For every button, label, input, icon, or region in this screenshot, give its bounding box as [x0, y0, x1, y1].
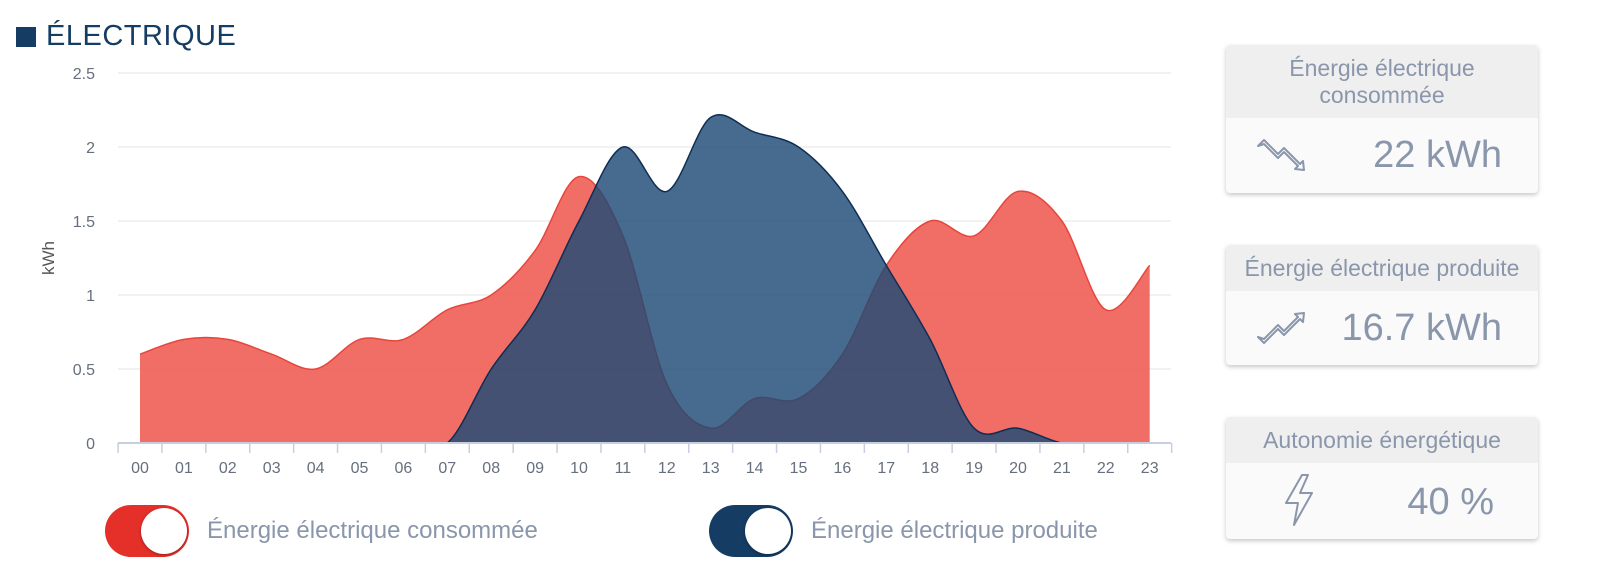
x-tick-label: 13 — [702, 460, 720, 477]
x-tick-label: 06 — [395, 460, 413, 477]
y-axis-label: kWh — [39, 241, 58, 275]
x-tick-label: 17 — [877, 460, 895, 477]
section-title: ÉLECTRIQUE — [16, 20, 236, 53]
card-consumed: Énergie électrique consommée 22 kWh — [1226, 45, 1538, 193]
card-produced-body: 16.7 kWh — [1226, 291, 1538, 365]
card-consumed-value: 22 kWh — [1373, 134, 1502, 176]
x-tick-label: 04 — [307, 460, 325, 477]
x-tick-label: 09 — [526, 460, 544, 477]
card-autonomy-value: 40 % — [1407, 481, 1494, 523]
x-tick-label: 14 — [746, 460, 764, 477]
trend-up-icon — [1256, 311, 1312, 350]
title-square-icon — [16, 26, 36, 47]
y-tick-label: 0 — [86, 436, 95, 453]
x-tick-label: 00 — [131, 460, 149, 477]
x-tick-label: 22 — [1097, 460, 1115, 477]
card-consumed-body: 22 kWh — [1226, 118, 1538, 193]
x-tick-label: 19 — [965, 460, 983, 477]
x-tick-label: 12 — [658, 460, 676, 477]
card-autonomy-body: 40 % — [1226, 463, 1538, 539]
legend-item-produced[interactable]: Énergie électrique produite — [709, 505, 1098, 557]
card-autonomy-title: Autonomie énergétique — [1226, 417, 1538, 463]
y-tick-label: 0.5 — [73, 362, 95, 379]
x-tick-label: 02 — [219, 460, 237, 477]
toggle-knob — [745, 508, 791, 554]
area-produced — [140, 114, 1150, 443]
toggle-knob — [141, 508, 187, 554]
y-tick-label: 1 — [86, 288, 95, 305]
x-tick-label: 03 — [263, 460, 281, 477]
card-produced-title: Énergie électrique produite — [1226, 245, 1538, 291]
x-tick-label: 08 — [482, 460, 500, 477]
y-tick-label: 1.5 — [73, 214, 95, 231]
x-tick-label: 15 — [790, 460, 808, 477]
legend-label-produced: Énergie électrique produite — [811, 517, 1098, 544]
x-tick-label: 21 — [1053, 460, 1071, 477]
card-produced: Énergie électrique produite 16.7 kWh — [1226, 245, 1538, 365]
y-tick-label: 2 — [86, 140, 95, 157]
card-produced-value: 16.7 kWh — [1341, 307, 1502, 349]
trend-down-icon — [1256, 138, 1312, 177]
x-tick-label: 10 — [570, 460, 588, 477]
y-tick-label: 2.5 — [73, 66, 95, 83]
x-tick-label: 23 — [1141, 460, 1159, 477]
x-tick-label: 05 — [351, 460, 369, 477]
energy-area-chart: 0 0.5 1 1.5 2 2.5 kWh 00 01 02 03 04 05 06 07 08 09 10 11 1… — [39, 66, 1173, 477]
produced-toggle[interactable] — [709, 505, 793, 557]
x-tick-label: 07 — [438, 460, 456, 477]
section-title-text: ÉLECTRIQUE — [46, 20, 237, 52]
legend-label-consumed: Énergie électrique consommée — [207, 517, 538, 544]
legend-item-consumed[interactable]: Énergie électrique consommée — [105, 505, 538, 557]
card-consumed-title: Énergie électrique consommée — [1226, 45, 1538, 118]
lightning-icon — [1282, 473, 1316, 532]
consumed-toggle[interactable] — [105, 505, 189, 557]
x-tick-label: 20 — [1009, 460, 1027, 477]
x-tick-label: 16 — [834, 460, 852, 477]
x-tick-label: 18 — [921, 460, 939, 477]
card-autonomy: Autonomie énergétique 40 % — [1226, 417, 1538, 539]
x-tick-label: 01 — [175, 460, 193, 477]
x-tick-label: 11 — [615, 460, 632, 477]
